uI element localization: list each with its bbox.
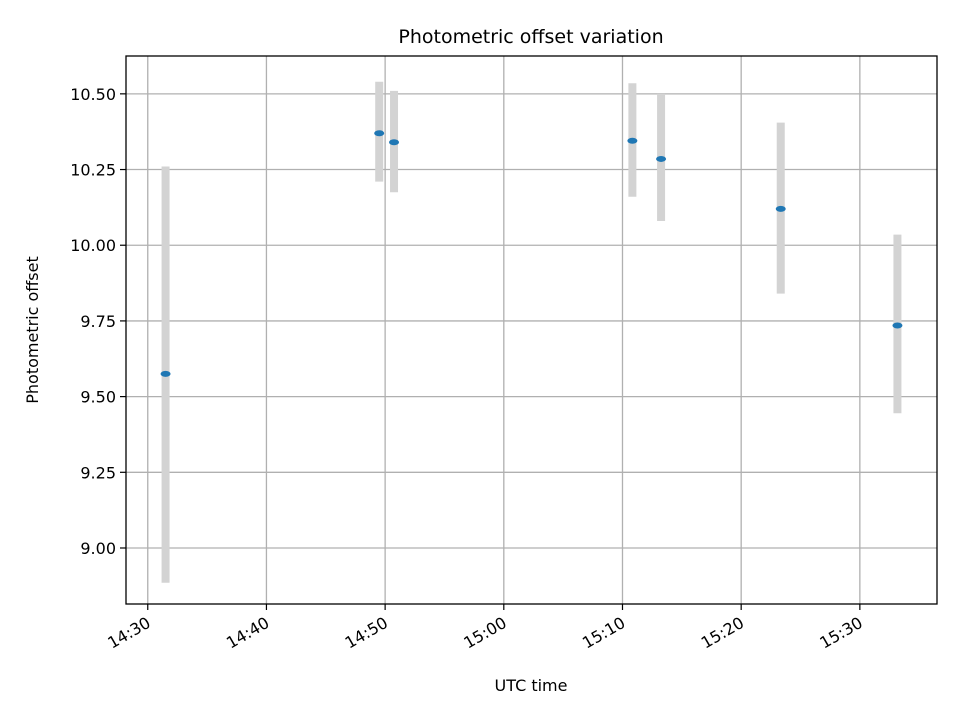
x-axis: 14:30 14:40 14:50 15:00 15:10 15:20 15:30: [104, 604, 866, 653]
data-point: [892, 322, 903, 329]
y-axis: 9.00 9.25 9.50 9.75 10.00 10.25 10.50: [70, 85, 126, 558]
plot-frame: [125, 55, 938, 605]
x-axis-title: UTC time: [495, 676, 568, 695]
x-tick-label: 15:30: [816, 613, 865, 653]
data-point: [775, 205, 786, 212]
y-axis-title: Photometric offset: [23, 256, 42, 404]
data-point: [627, 137, 638, 144]
data-point: [656, 155, 667, 162]
data-point: [389, 139, 400, 146]
data-points: [160, 130, 903, 377]
error-bars: [161, 81, 902, 583]
x-tick-label: 15:00: [460, 613, 509, 653]
x-tick-label: 14:50: [342, 613, 391, 653]
y-tick-label: 10.00: [70, 236, 116, 255]
chart-title: Photometric offset variation: [398, 26, 663, 48]
x-tick-label: 14:40: [223, 613, 272, 653]
y-tick-label: 9.00: [80, 539, 116, 558]
y-tick-label: 10.50: [70, 85, 116, 104]
y-tick-label: 9.25: [80, 463, 116, 482]
data-point: [160, 370, 171, 377]
y-tick-label: 9.75: [80, 312, 116, 331]
grid: [126, 56, 937, 604]
data-point: [374, 130, 385, 137]
x-tick-label: 15:10: [579, 613, 628, 653]
x-tick-label: 15:20: [698, 613, 747, 653]
x-tick-label: 14:30: [104, 613, 153, 653]
y-tick-label: 9.50: [80, 388, 116, 407]
y-tick-label: 10.25: [70, 161, 116, 180]
